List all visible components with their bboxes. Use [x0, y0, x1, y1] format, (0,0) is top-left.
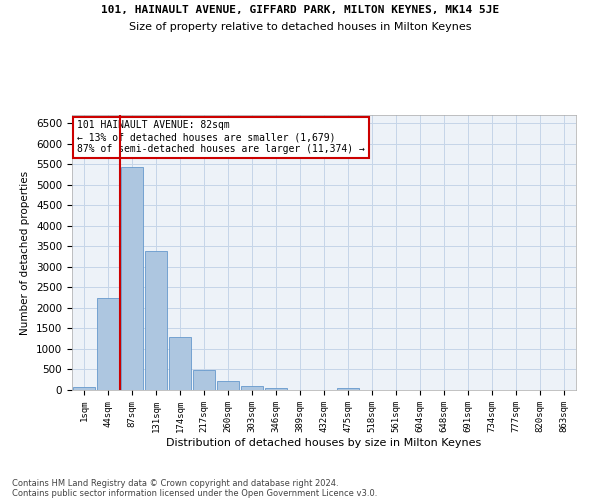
- X-axis label: Distribution of detached houses by size in Milton Keynes: Distribution of detached houses by size …: [166, 438, 482, 448]
- Text: Contains HM Land Registry data © Crown copyright and database right 2024.: Contains HM Land Registry data © Crown c…: [12, 478, 338, 488]
- Bar: [145, 252, 167, 390]
- Text: 101, HAINAULT AVENUE, GIFFARD PARK, MILTON KEYNES, MK14 5JE: 101, HAINAULT AVENUE, GIFFARD PARK, MILT…: [101, 5, 499, 15]
- Text: Size of property relative to detached houses in Milton Keynes: Size of property relative to detached ho…: [129, 22, 471, 32]
- Bar: [241, 386, 263, 390]
- Y-axis label: Number of detached properties: Number of detached properties: [20, 170, 31, 334]
- Bar: [217, 382, 239, 390]
- Bar: [337, 388, 359, 390]
- Bar: [73, 387, 95, 390]
- Bar: [121, 167, 143, 390]
- Text: Contains public sector information licensed under the Open Government Licence v3: Contains public sector information licen…: [12, 488, 377, 498]
- Bar: [265, 388, 287, 390]
- Bar: [97, 298, 119, 390]
- Text: 101 HAINAULT AVENUE: 82sqm
← 13% of detached houses are smaller (1,679)
87% of s: 101 HAINAULT AVENUE: 82sqm ← 13% of deta…: [77, 120, 365, 154]
- Bar: [193, 370, 215, 390]
- Bar: [169, 338, 191, 390]
